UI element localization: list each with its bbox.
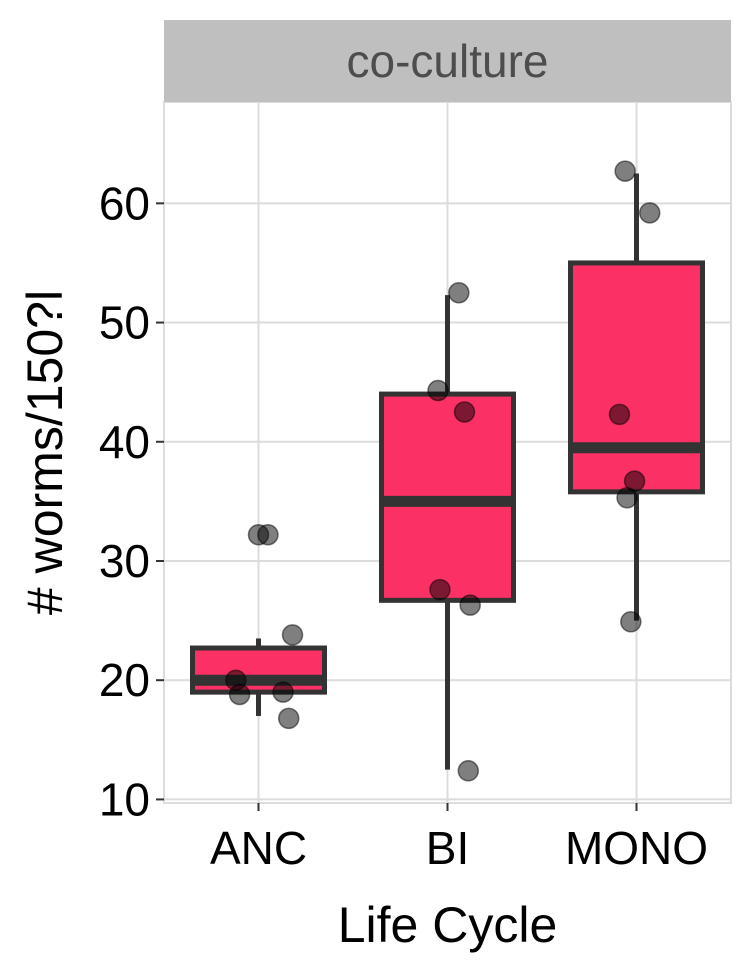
box-anc (190, 638, 327, 716)
y-axis: 10 20 30 40 50 60 (99, 177, 164, 825)
data-point (427, 379, 449, 402)
y-tick-label: 50 (99, 297, 150, 349)
data-point (616, 487, 638, 509)
data-point (281, 624, 304, 646)
data-point (614, 160, 636, 182)
y-axis-title: # worms/150?l (17, 290, 73, 615)
data-point (429, 578, 451, 601)
data-point (228, 683, 251, 706)
data-point (638, 202, 661, 224)
x-tick-label: ANC (210, 822, 307, 874)
facet-strip: co-culture (164, 20, 731, 102)
data-point (272, 681, 294, 703)
box-layer (190, 173, 705, 770)
data-point (459, 594, 481, 616)
y-tick-label: 20 (99, 654, 150, 706)
point-layer (225, 160, 661, 782)
x-tick-label: BI (426, 822, 469, 874)
x-tick-label: MONO (565, 822, 708, 874)
y-tick-label: 10 (99, 773, 150, 825)
x-axis: ANC BI MONO (210, 803, 708, 874)
box-bi (379, 295, 516, 770)
data-point (277, 707, 300, 730)
y-tick-label: 40 (99, 416, 150, 468)
data-point (608, 403, 631, 426)
box-mono (568, 173, 705, 621)
data-point (247, 524, 270, 546)
data-point (453, 401, 476, 423)
data-point (457, 760, 480, 782)
y-tick-label: 60 (99, 177, 150, 229)
facet-label: co-culture (347, 35, 549, 87)
y-tick-label: 30 (99, 535, 150, 587)
data-point (448, 281, 470, 304)
box-iqr (568, 260, 705, 495)
x-axis-title: Life Cycle (338, 897, 558, 953)
data-point (620, 611, 642, 633)
facet-strip-background (164, 20, 731, 102)
